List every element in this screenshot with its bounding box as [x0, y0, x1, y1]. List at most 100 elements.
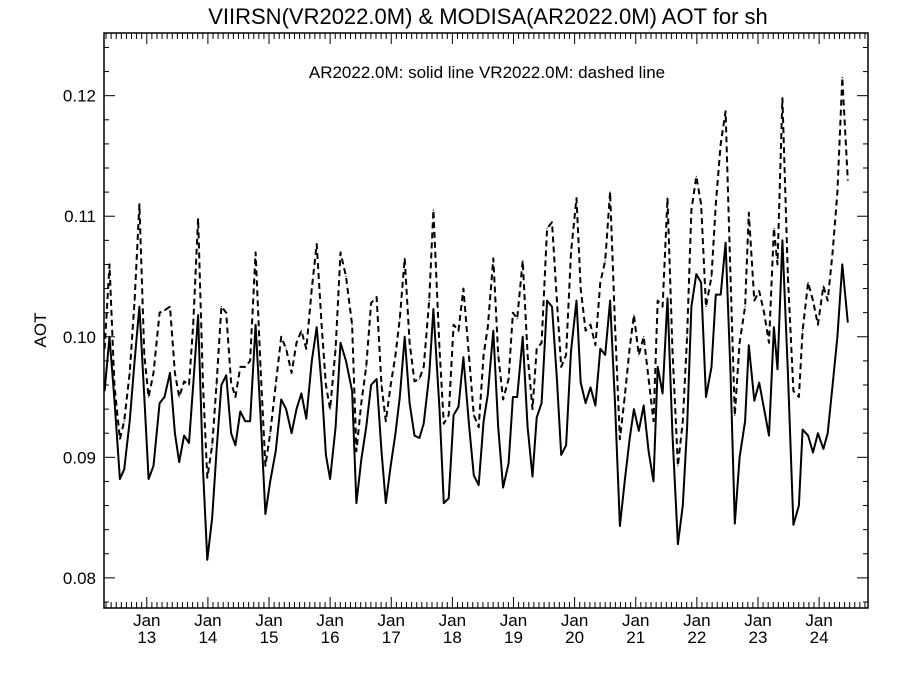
solid-point	[174, 432, 176, 434]
dashed-point	[643, 336, 645, 338]
dashed-point	[487, 326, 489, 328]
dashed-point	[753, 300, 755, 302]
y-tick-label: 0.08	[63, 569, 96, 588]
dashed-point	[339, 251, 342, 253]
solid-point	[594, 404, 597, 407]
dashed-point	[404, 257, 406, 259]
solid-point	[643, 404, 645, 407]
solid-point	[541, 402, 543, 404]
dashed-point	[275, 384, 277, 386]
solid-point	[275, 450, 277, 452]
x-tick-month: Jan	[683, 611, 710, 630]
solid-point	[335, 426, 337, 428]
solid-point	[394, 432, 397, 434]
dashed-point	[841, 77, 843, 79]
solid-point	[225, 374, 227, 376]
dashed-point	[531, 408, 534, 410]
dashed-point	[773, 227, 775, 229]
solid-point	[662, 392, 664, 394]
solid-point	[580, 382, 582, 384]
x-tick-month: Jan	[805, 611, 832, 630]
solid-point	[163, 396, 166, 398]
dashed-point	[512, 312, 514, 314]
dashed-point	[648, 378, 650, 380]
dashed-point	[594, 344, 597, 346]
dashed-point	[159, 312, 161, 314]
solid-point	[178, 461, 180, 463]
solid-point	[807, 435, 809, 437]
y-axis-label: AOT	[31, 313, 50, 348]
dashed-point	[244, 366, 246, 368]
dashed-point	[690, 209, 693, 211]
solid-point	[380, 450, 383, 452]
dashed-point	[376, 296, 378, 298]
solid-point	[497, 426, 499, 428]
solid-point	[836, 336, 839, 338]
dashed-point	[399, 318, 401, 320]
dashed-point	[662, 306, 664, 308]
x-tick-month: Jan	[439, 611, 466, 630]
x-tick-year: 19	[504, 628, 523, 647]
dashed-point	[473, 414, 475, 416]
dashed-point	[633, 314, 635, 316]
dashed-point	[285, 348, 287, 350]
dashed-point	[739, 342, 741, 344]
solid-point	[255, 324, 257, 326]
solid-point	[148, 478, 150, 480]
dashed-point	[311, 288, 313, 290]
solid-point	[798, 504, 800, 507]
solid-point	[339, 342, 342, 344]
dashed-point	[448, 414, 450, 416]
dashed-point	[220, 306, 222, 308]
dashed-point	[720, 143, 722, 145]
dashed-point	[202, 384, 204, 386]
solid-point	[827, 432, 829, 434]
solid-point	[192, 384, 194, 386]
dashed-point	[570, 251, 572, 253]
solid-point	[734, 523, 736, 525]
dashed-point	[239, 366, 241, 368]
solid-point	[413, 435, 416, 437]
dashed-point	[657, 300, 659, 302]
dashed-point	[351, 324, 353, 326]
solid-point	[832, 384, 834, 386]
solid-point	[202, 468, 204, 470]
dashed-point	[666, 197, 669, 199]
x-tick-month: Jan	[744, 611, 771, 630]
series-dashed	[103, 76, 849, 479]
solid-point	[300, 392, 302, 394]
dashed-point	[129, 372, 131, 374]
dashed-point	[380, 384, 383, 386]
solid-point	[720, 294, 722, 296]
solid-point	[220, 384, 222, 386]
dashed-point	[792, 390, 795, 392]
solid-point	[841, 263, 843, 265]
dashed-point	[438, 348, 441, 350]
dashed-point	[174, 372, 176, 374]
dashed-point	[215, 384, 218, 386]
dashed-point	[295, 342, 298, 344]
dashed-point	[705, 306, 707, 308]
dashed-point	[492, 257, 494, 259]
solid-point	[239, 410, 241, 413]
x-tick-year: 18	[443, 628, 462, 647]
dashed-point	[264, 465, 266, 467]
solid-point	[321, 384, 323, 386]
solid-point	[428, 374, 430, 376]
dashed-point	[360, 402, 362, 404]
dashed-point	[428, 300, 430, 302]
dashed-point	[305, 348, 307, 350]
dashed-point	[143, 354, 145, 356]
dashed-point	[652, 420, 655, 422]
dashed-point	[335, 348, 337, 350]
dashed-point	[710, 275, 713, 278]
solid-point	[409, 402, 411, 404]
solid-point	[473, 474, 475, 476]
solid-point	[585, 402, 587, 404]
solid-point	[508, 462, 510, 464]
y-tick-label: 0.11	[64, 207, 96, 226]
solid-point	[492, 330, 494, 332]
solid-point	[376, 378, 378, 380]
dashed-point	[817, 324, 819, 326]
dashed-point	[802, 330, 804, 332]
